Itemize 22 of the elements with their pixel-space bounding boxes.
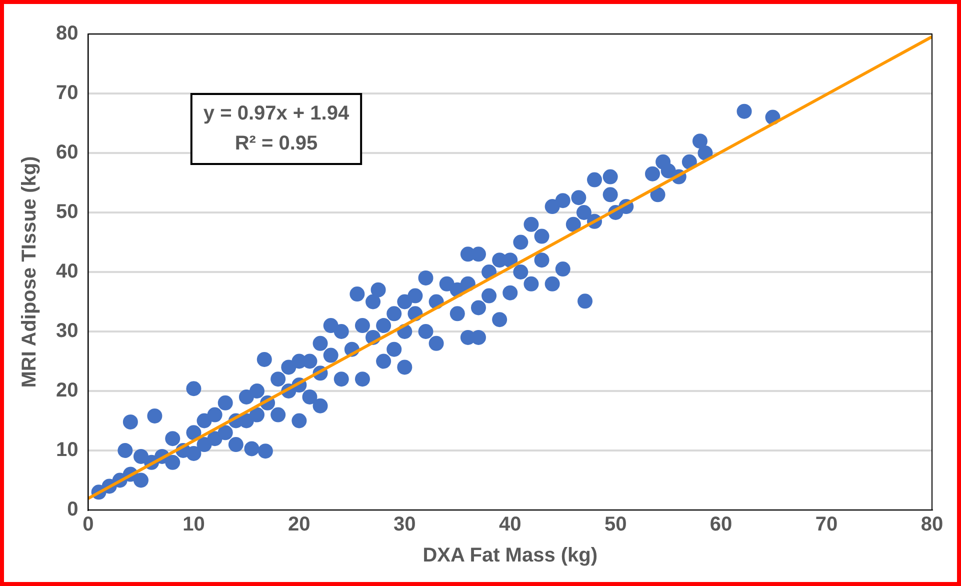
y-tick-label: 50	[56, 201, 78, 224]
y-tick-label: 30	[56, 320, 78, 342]
x-tick-label: 40	[499, 514, 522, 536]
y-tick-label: 70	[56, 82, 78, 104]
annotation: y = 0.97x + 1.94	[203, 102, 350, 125]
x-tick-label: 0	[82, 514, 94, 536]
y-tick-label: 0	[67, 498, 78, 521]
x-axis-title: DXA Fat Mass (kg)	[422, 544, 598, 567]
x-tick-label: 70	[815, 514, 838, 536]
y-tick-label: 40	[56, 260, 78, 283]
y-tick-label: 60	[56, 142, 78, 164]
x-tick-label: 80	[920, 514, 944, 536]
x-tick-label: 30	[394, 514, 416, 536]
x-tick-label: 60	[710, 514, 732, 536]
y-tick-label: 80	[56, 22, 78, 45]
y-tick-label: 20	[56, 380, 78, 402]
x-tick-label: 20	[288, 514, 310, 536]
x-tick-label: 10	[182, 514, 205, 536]
annotation: R² = 0.95	[234, 132, 318, 155]
x-tick-label: 50	[604, 514, 627, 536]
y-tick-label: 10	[56, 439, 78, 462]
y-axis-title: MRI Adipose TIssue (kg)	[18, 156, 41, 388]
